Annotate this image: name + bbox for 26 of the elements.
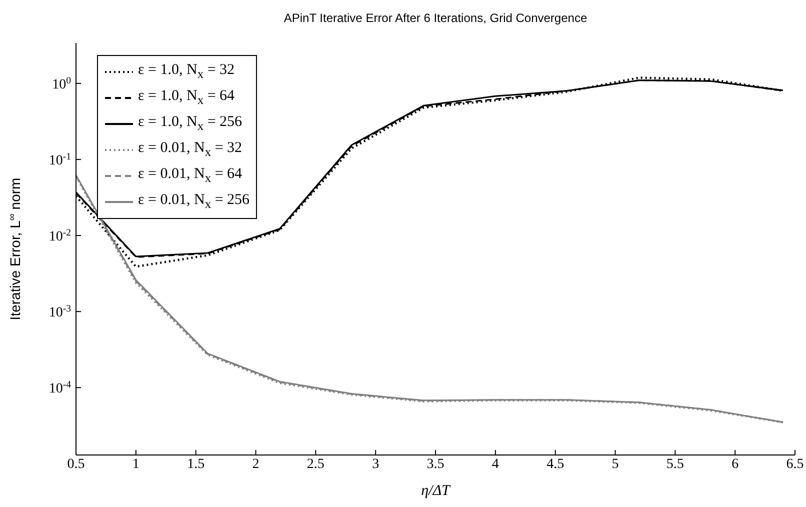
x-tick-label: 6	[732, 456, 739, 472]
x-tick-label: 3.5	[426, 456, 444, 472]
x-tick-label: 4	[492, 456, 499, 472]
legend-label: ε = 1.0, N$_{x}$ = 256	[138, 113, 242, 135]
y-tick-label: 10$^{-2}$	[48, 227, 72, 245]
legend-label: ε = 1.0, N$_{x}$ = 32	[138, 61, 235, 83]
legend-label: ε = 0.01, N$_{x}$ = 256	[138, 191, 250, 213]
chart-title: APinT Iterative Error After 6 Iterations, Grid Convergence	[282, 11, 588, 25]
x-tick-label: 5	[612, 456, 619, 472]
x-axis-title: η/ΔT	[421, 483, 452, 499]
x-tick-label: 4.5	[546, 456, 564, 472]
legend-label: ε = 0.01, N$_{x}$ = 64	[138, 165, 242, 187]
x-tick-label: 1.5	[187, 456, 205, 472]
y-tick-label: 10$^{-1}$	[48, 150, 72, 168]
legend-label: ε = 1.0, N$_{x}$ = 64	[138, 87, 235, 109]
x-tick-label: 2.5	[306, 456, 324, 472]
x-tick-label: 0.5	[67, 456, 85, 472]
x-tick-label: 3	[372, 456, 380, 472]
y-tick-label: 10$^{-4}$	[48, 379, 72, 397]
legend-label: ε = 0.01, N$_{x}$ = 32	[138, 139, 242, 161]
y-tick-label: 10$^{-3}$	[48, 303, 72, 321]
x-tick-label: 1	[132, 456, 140, 472]
y-tick-label: 10$^{0}$	[52, 74, 72, 92]
x-tick-label: 2	[252, 456, 260, 472]
x-tick-label: 6.5	[786, 456, 804, 472]
x-tick-label: 5.5	[666, 456, 684, 472]
